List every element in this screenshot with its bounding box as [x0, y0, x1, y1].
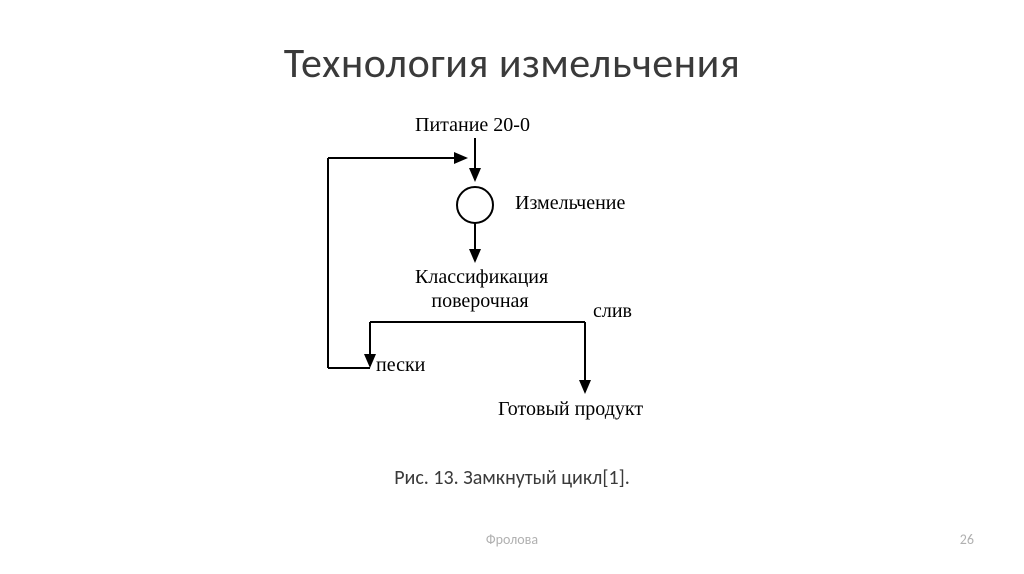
- figure-caption: Рис. 13. Замкнутый цикл[1].: [0, 466, 1024, 490]
- flowchart-diagram: Питание 20-0 Измельчение Классификация п…: [320, 110, 770, 440]
- label-grinding: Измельчение: [515, 192, 625, 215]
- slide-title: Технология измельчения: [0, 38, 1024, 89]
- grinding-circle: [457, 187, 493, 223]
- label-feed: Питание 20-0: [415, 114, 530, 137]
- label-classification-line2: поверочная: [415, 290, 545, 313]
- label-classification-line1: Классификация: [415, 266, 545, 289]
- label-drain: слив: [593, 300, 632, 323]
- label-sands: пески: [376, 354, 425, 377]
- footer-author: Фролова: [0, 531, 1024, 548]
- label-product: Готовый продукт: [498, 398, 643, 421]
- page-number: 26: [960, 531, 974, 548]
